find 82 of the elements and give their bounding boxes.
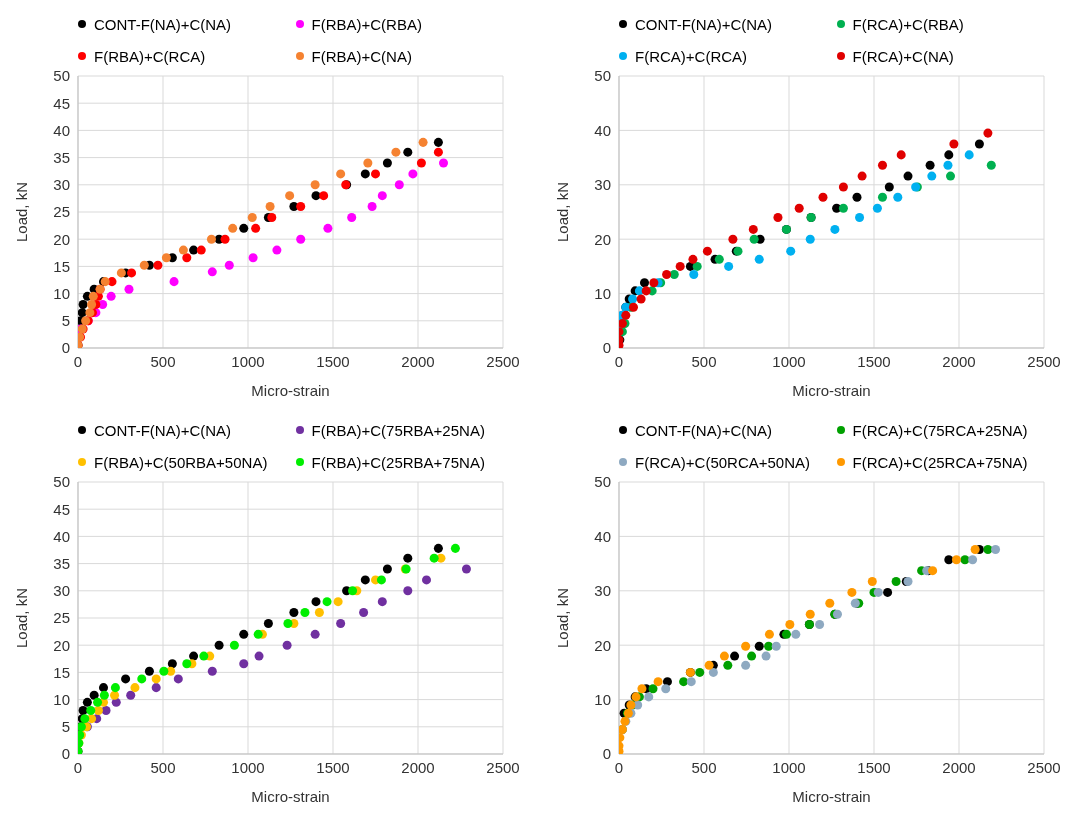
y-tick-label: 0: [602, 339, 611, 357]
x-tick-label: 500: [691, 758, 717, 776]
y-tick-label: 20: [594, 230, 611, 248]
x-tick-label: 500: [150, 352, 176, 370]
y-axis-title: Load, kN: [13, 181, 31, 243]
y-tick-label: 50: [53, 67, 70, 85]
x-axis-title: Micro-strain: [792, 382, 871, 399]
y-tick-label: 10: [53, 690, 70, 708]
y-tick-label: 30: [594, 176, 611, 194]
x-tick-label: 1500: [316, 352, 350, 370]
y-tick-label: 40: [53, 121, 70, 139]
legend-label: F(RBA)+C(RCA): [94, 47, 206, 65]
y-tick-label: 25: [53, 203, 70, 221]
y-tick-label: 0: [602, 745, 611, 763]
y-tick-label: 15: [53, 663, 70, 681]
x-tick-label: 1000: [231, 758, 265, 776]
legend-label: CONT-F(NA)+C(NA): [635, 421, 773, 439]
y-tick-label: 45: [53, 94, 70, 112]
y-tick-label: 0: [61, 745, 70, 763]
y-tick-label: 15: [53, 257, 70, 275]
legend-label: F(RBA)+C(25RBA+75NA): [311, 453, 485, 471]
legend-label: CONT-F(NA)+C(NA): [94, 421, 232, 439]
y-tick-label: 20: [53, 230, 70, 248]
y-axis-title: Load, kN: [13, 587, 31, 649]
y-axis-title: Load, kN: [554, 587, 572, 649]
x-tick-label: 1000: [772, 352, 806, 370]
x-tick-label: 2000: [942, 352, 976, 370]
y-tick-label: 50: [594, 67, 611, 85]
legend-label: F(RCA)+C(50RCA+50NA): [635, 453, 811, 471]
x-tick-label: 1500: [316, 758, 350, 776]
x-tick-label: 2000: [401, 352, 435, 370]
x-tick-label: 2500: [486, 352, 520, 370]
y-tick-label: 40: [594, 527, 611, 545]
y-tick-label: 0: [61, 339, 70, 357]
y-tick-label: 20: [53, 636, 70, 654]
x-tick-label: 2500: [1027, 758, 1061, 776]
legend-label: F(RBA)+C(50RBA+50NA): [94, 453, 268, 471]
x-tick-label: 0: [73, 352, 83, 370]
x-tick-label: 0: [614, 352, 624, 370]
x-tick-label: 1500: [857, 352, 891, 370]
x-axis-title: Micro-strain: [251, 788, 330, 805]
y-tick-label: 50: [53, 473, 70, 491]
y-tick-label: 10: [594, 284, 611, 302]
y-tick-label: 10: [53, 284, 70, 302]
x-tick-label: 2500: [1027, 352, 1061, 370]
x-tick-label: 0: [614, 758, 624, 776]
legend-label: F(RBA)+C(NA): [311, 47, 412, 65]
x-tick-label: 0: [73, 758, 83, 776]
legend-label: F(RCA)+C(75RCA+25NA): [852, 421, 1028, 439]
y-tick-label: 40: [53, 527, 70, 545]
y-tick-label: 30: [53, 176, 70, 194]
x-tick-label: 500: [691, 352, 717, 370]
legend-label: CONT-F(NA)+C(NA): [635, 15, 773, 33]
y-tick-label: 30: [594, 582, 611, 600]
x-axis-title: Micro-strain: [792, 788, 871, 805]
y-tick-label: 40: [594, 121, 611, 139]
legend-label: F(RCA)+C(RCA): [635, 47, 748, 65]
x-tick-label: 2000: [942, 758, 976, 776]
x-tick-label: 1500: [857, 758, 891, 776]
legend-label: F(RCA)+C(25RCA+75NA): [852, 453, 1028, 471]
x-axis-title: Micro-strain: [251, 382, 330, 399]
legend-label: F(RCA)+C(NA): [852, 47, 954, 65]
y-tick-label: 5: [61, 312, 70, 330]
y-tick-label: 35: [53, 148, 70, 166]
y-tick-label: 50: [594, 473, 611, 491]
x-tick-label: 2500: [486, 758, 520, 776]
y-tick-label: 25: [53, 609, 70, 627]
y-tick-label: 5: [61, 718, 70, 736]
y-tick-label: 10: [594, 690, 611, 708]
y-tick-label: 45: [53, 500, 70, 518]
y-tick-label: 20: [594, 636, 611, 654]
x-tick-label: 500: [150, 758, 176, 776]
y-axis-title: Load, kN: [554, 181, 572, 243]
legend-label: F(RBA)+C(RBA): [311, 15, 422, 33]
legend-label: F(RCA)+C(RBA): [852, 15, 964, 33]
x-tick-label: 2000: [401, 758, 435, 776]
y-tick-label: 30: [53, 582, 70, 600]
x-tick-label: 1000: [772, 758, 806, 776]
legend-label: F(RBA)+C(75RBA+25NA): [311, 421, 485, 439]
legend-label: CONT-F(NA)+C(NA): [94, 15, 232, 33]
y-tick-label: 35: [53, 554, 70, 572]
x-tick-label: 1000: [231, 352, 265, 370]
